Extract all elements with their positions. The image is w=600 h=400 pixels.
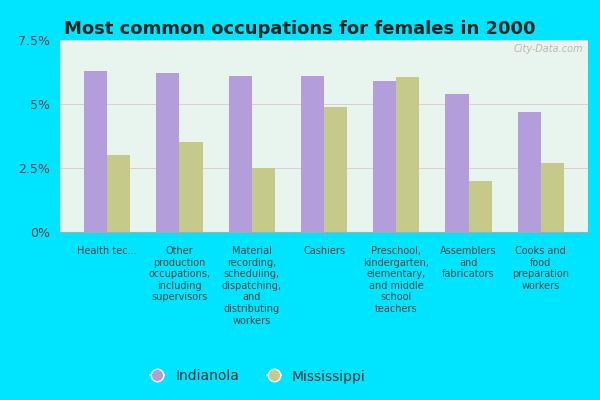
Text: City-Data.com: City-Data.com [513, 44, 583, 54]
Bar [518, 112, 541, 232]
Text: Preschool,
kindergarten,
elementary,
and middle
school
teachers: Preschool, kindergarten, elementary, and… [363, 246, 429, 314]
Bar [179, 142, 203, 232]
Legend: Indianola, Mississippi: Indianola, Mississippi [145, 364, 371, 389]
Bar [396, 77, 419, 232]
Bar [301, 76, 324, 232]
Bar [229, 76, 252, 232]
Bar [84, 71, 107, 232]
Bar [469, 181, 492, 232]
Bar [445, 94, 469, 232]
Bar [324, 106, 347, 232]
Bar [252, 168, 275, 232]
Bar [373, 81, 396, 232]
Text: Cashiers: Cashiers [303, 246, 345, 256]
Text: Cooks and
food
preparation
workers: Cooks and food preparation workers [512, 246, 569, 291]
Text: Assemblers
and
fabricators: Assemblers and fabricators [440, 246, 497, 279]
Text: Most common occupations for females in 2000: Most common occupations for females in 2… [64, 20, 536, 38]
Bar [541, 163, 564, 232]
Text: Health tec...: Health tec... [77, 246, 137, 256]
Text: Material
recording,
scheduling,
dispatching,
and
distributing
workers: Material recording, scheduling, dispatch… [222, 246, 282, 326]
Text: Other
production
occupations,
including
supervisors: Other production occupations, including … [148, 246, 211, 302]
Bar [156, 73, 179, 232]
Bar [107, 155, 130, 232]
